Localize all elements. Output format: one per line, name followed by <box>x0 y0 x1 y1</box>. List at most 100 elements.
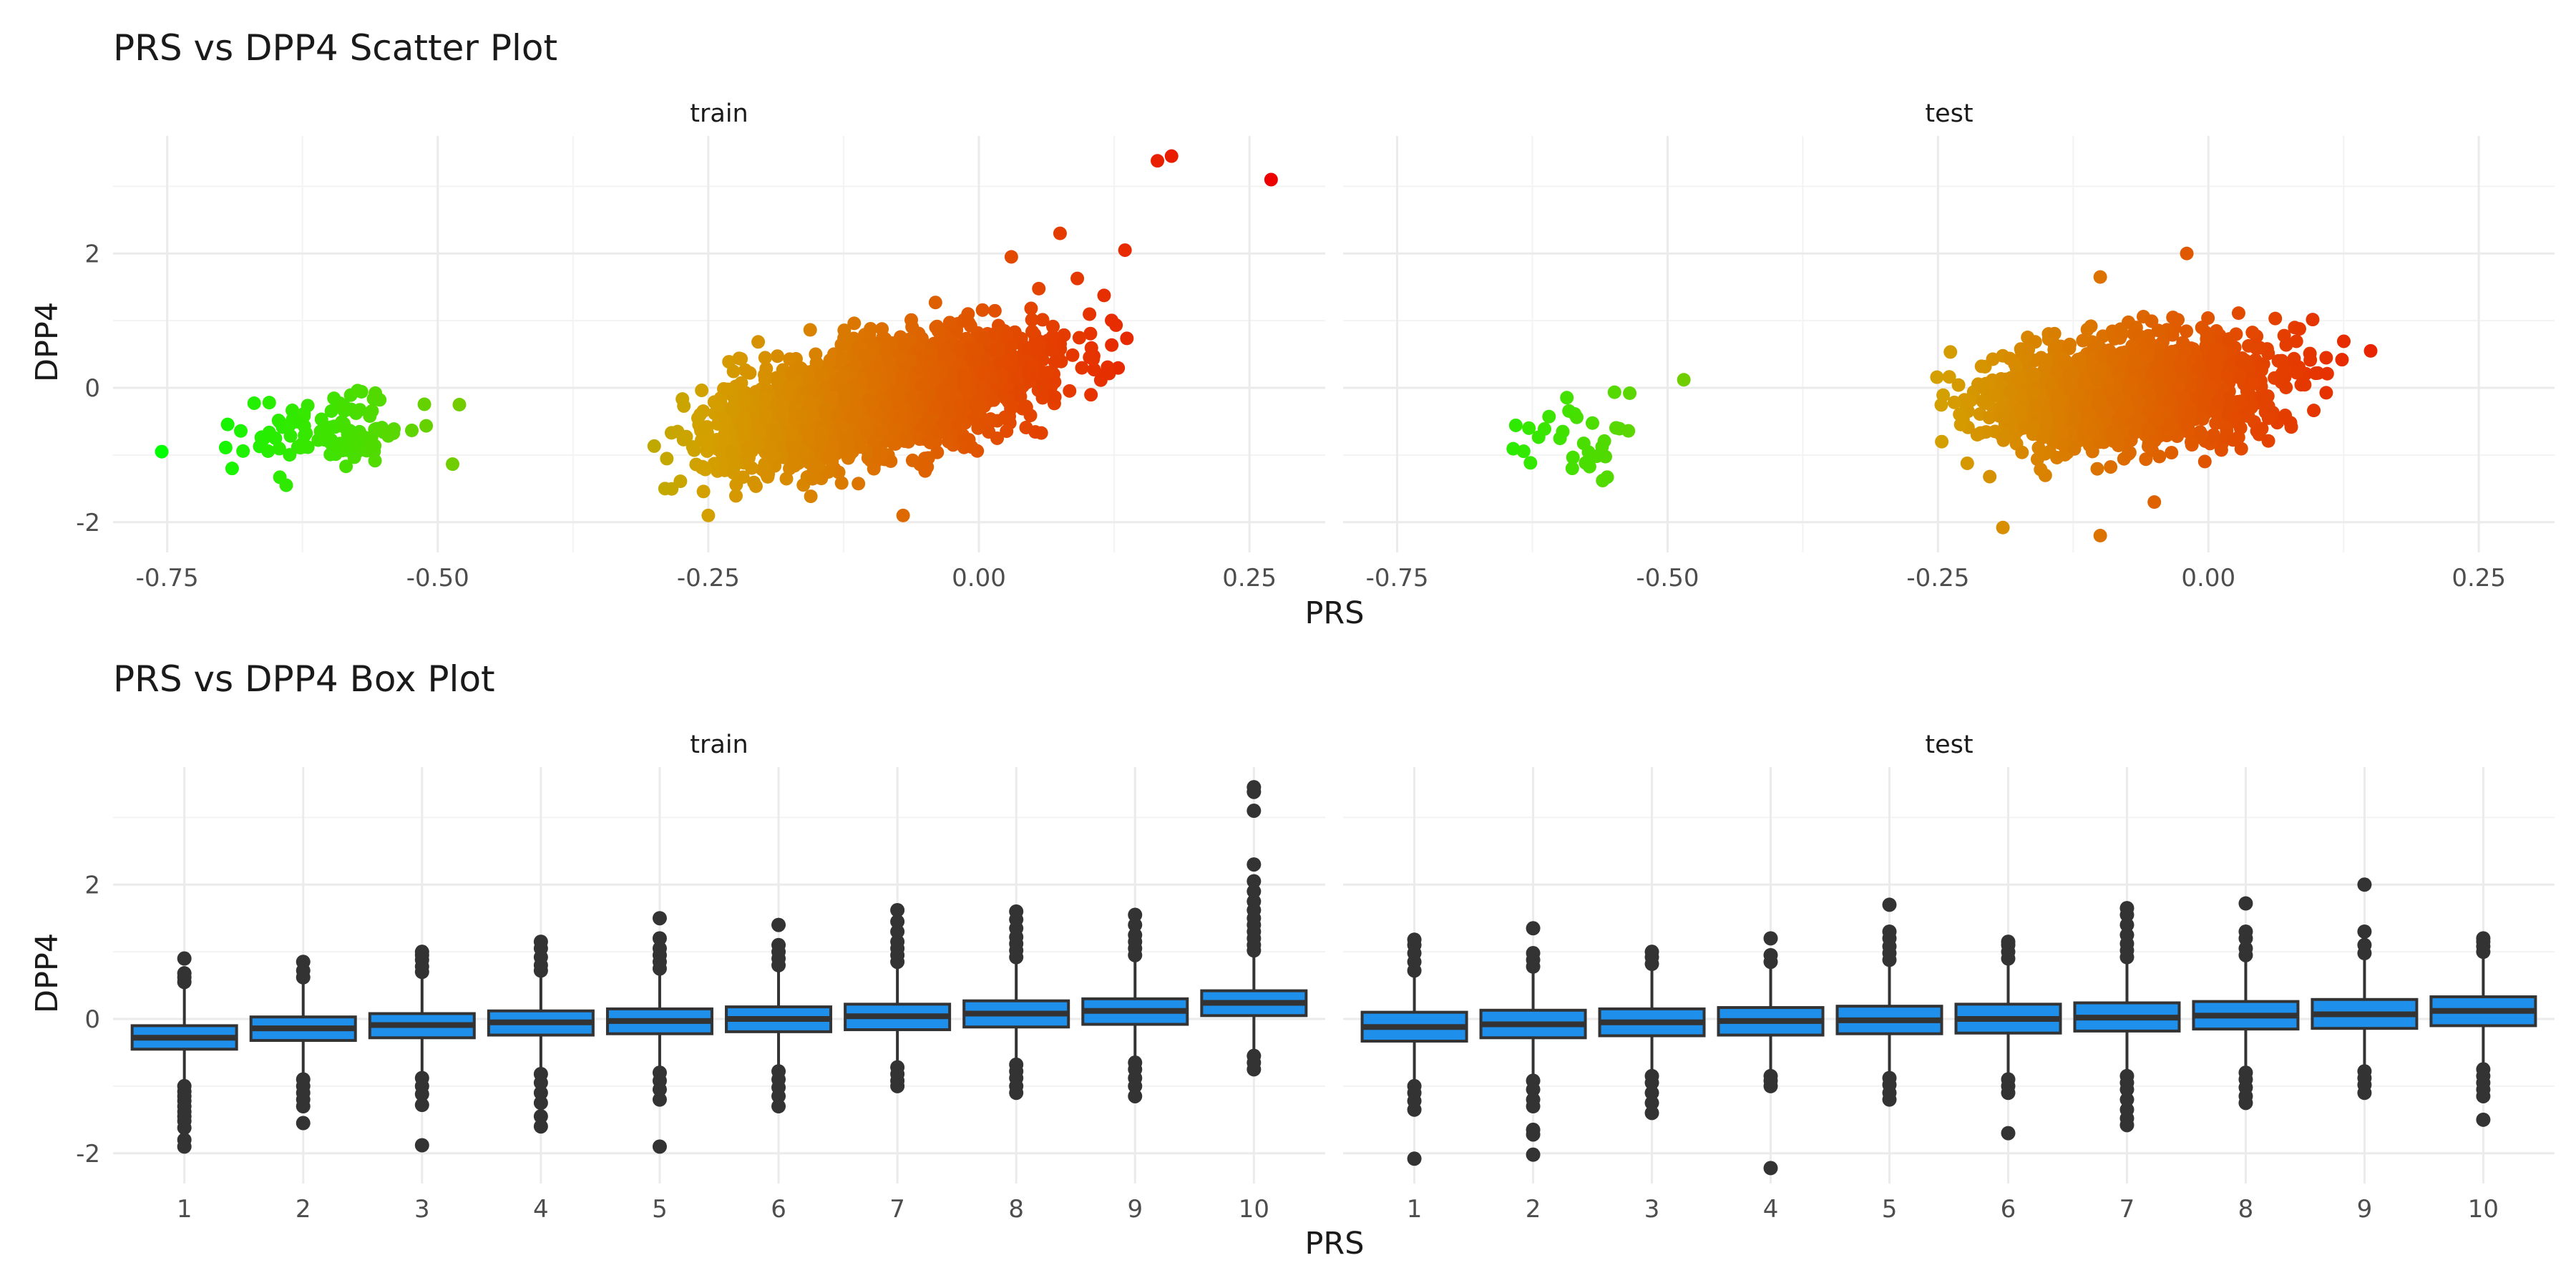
scatter-test-point <box>1976 394 1990 409</box>
box-test-x-tick-label: 3 <box>1644 1195 1660 1224</box>
box-train-outlier <box>652 931 667 946</box>
scatter-train-point <box>1048 390 1062 404</box>
scatter-train-point <box>930 319 945 333</box>
scatter-train-x-tick-label: -0.75 <box>136 564 199 592</box>
scatter-train-point <box>717 458 731 472</box>
scatter-test-point <box>1590 449 1604 464</box>
scatter-test-point <box>2245 376 2260 390</box>
scatter-train-point <box>905 391 919 405</box>
scatter-test-point <box>2209 343 2223 357</box>
scatter-test-point <box>1537 421 1551 436</box>
scatter-train-point <box>892 391 906 405</box>
box-test-outlier <box>1407 932 1422 947</box>
scatter-test-point <box>2127 354 2141 369</box>
scatter-train-point <box>350 436 364 451</box>
scatter-test-point <box>2200 326 2214 340</box>
box-train-outlier <box>1246 857 1262 872</box>
scatter-train-point <box>1035 313 1050 327</box>
box-train-outlier <box>414 1087 429 1102</box>
scatter-test-point <box>2104 460 2118 474</box>
box-train-x-tick-label: 2 <box>296 1195 311 1224</box>
scatter-test-point <box>2306 313 2320 327</box>
scatter-test-point <box>2284 420 2298 434</box>
box-strip-test: test <box>1925 731 1973 759</box>
scatter-test-point <box>1976 380 1991 394</box>
box-test-outlier <box>1763 1161 1778 1176</box>
scatter-train-point <box>1151 154 1165 168</box>
scatter-train-point <box>888 436 902 451</box>
scatter-train-point <box>784 426 798 441</box>
scatter-test-x-tick-label: 0.00 <box>2181 564 2235 592</box>
scatter-test-point <box>2039 414 2054 429</box>
box-train-outlier <box>1246 780 1262 795</box>
scatter-train-point <box>836 369 851 384</box>
scatter-test-point <box>2163 370 2177 384</box>
scatter-train-point <box>751 426 766 440</box>
scatter-train-point <box>962 432 976 447</box>
box-test-outlier <box>2357 877 2372 892</box>
box-train-x-tick-label: 9 <box>1127 1195 1143 1224</box>
scatter-test-point <box>2226 433 2240 447</box>
scatter-test-point <box>2214 443 2228 457</box>
box-train-outlier <box>296 1116 311 1131</box>
scatter-train-point <box>884 454 898 468</box>
scatter-test-point <box>1506 441 1521 456</box>
scatter-train-point <box>770 349 784 364</box>
scatter-panel-train: -0.75 -0.50 -0.25 0.00 0.25-202 <box>76 136 1325 592</box>
scatter-train-point <box>769 427 784 441</box>
box-test-outlier <box>1407 1151 1422 1166</box>
box-train-outlier <box>533 1109 548 1124</box>
scatter-train-point <box>745 461 759 475</box>
scatter-train-point <box>978 413 992 427</box>
scatter-train-point <box>286 404 300 418</box>
scatter-train-point <box>821 465 836 479</box>
scatter-test-point <box>2058 355 2072 369</box>
scatter-test-point <box>2172 359 2187 374</box>
scatter-test-point <box>2114 327 2128 341</box>
scatter-train-point <box>717 429 731 444</box>
scatter-train-point <box>831 465 846 479</box>
scatter-train-point <box>1072 331 1086 345</box>
scatter-x-axis-title: PRS <box>1304 595 1364 631</box>
box-train-outlier <box>771 1099 786 1114</box>
scatter-test-point <box>2141 422 2155 436</box>
scatter-train-point <box>879 399 893 414</box>
box-train-outlier <box>771 937 786 952</box>
box-test-outlier <box>1407 1102 1422 1117</box>
scatter-test-point <box>2236 356 2250 371</box>
scatter-train-point <box>298 439 313 454</box>
scatter-test-point <box>2211 394 2225 409</box>
box-test-outlier <box>1526 1099 1541 1114</box>
scatter-train-point <box>804 489 818 504</box>
scatter-test-point <box>2029 397 2044 411</box>
scatter-train-point <box>155 444 169 459</box>
scatter-train-point <box>698 462 713 477</box>
scatter-train-point <box>759 361 774 376</box>
scatter-test-point <box>2257 391 2271 405</box>
scatter-train-point <box>691 411 705 425</box>
scatter-test-point <box>1970 427 1984 441</box>
box-train-outlier <box>177 1121 192 1136</box>
scatter-train-point <box>1045 329 1060 343</box>
scatter-test-point <box>2320 366 2334 381</box>
scatter-test-point <box>1935 434 1949 449</box>
scatter-train-point <box>751 335 766 349</box>
box-train-outlier <box>771 1088 786 1103</box>
scatter-train-point <box>942 350 956 364</box>
scatter-train-point <box>282 419 296 433</box>
scatter-test-point <box>2093 529 2107 543</box>
scatter-train-point <box>679 429 693 444</box>
box-strip-train: train <box>690 731 748 759</box>
scatter-train-point <box>987 393 1001 407</box>
scatter-train-point <box>895 370 909 384</box>
box-train-x-tick-label: 5 <box>652 1195 668 1224</box>
box-test-outlier <box>2357 937 2372 952</box>
box-test-x-tick-label: 7 <box>2119 1195 2135 1224</box>
scatter-train-point <box>1105 338 1119 352</box>
scatter-test-point <box>2180 246 2194 260</box>
scatter-train-point <box>835 420 849 434</box>
scatter-test-point <box>2063 337 2077 351</box>
scatter-train-point <box>255 430 269 444</box>
